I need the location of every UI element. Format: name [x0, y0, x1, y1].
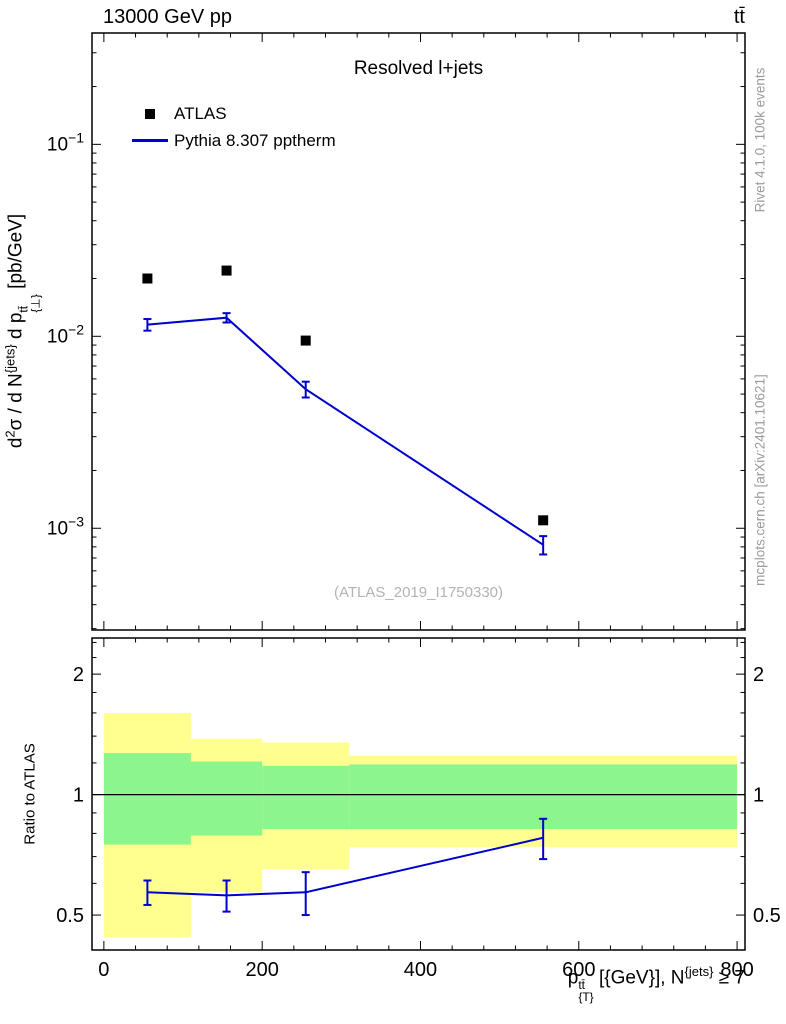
y-tick-label: 10−2 — [47, 321, 84, 347]
pythia-line-marker-icon — [132, 139, 168, 142]
ratio-axis-label: Ratio to ATLAS — [21, 743, 39, 845]
ylabel-sup: 2 — [2, 430, 18, 438]
ylabel-sup: {jets} — [2, 344, 18, 374]
y-axis-label: d2σ / d N{jets} d p tt̄ {⊥} [pb/GeV] — [2, 213, 43, 449]
ylabel-part: d p — [5, 312, 27, 345]
pythia-series — [143, 312, 548, 556]
xlabel-sup: {jets} — [684, 964, 714, 979]
legend-item-atlas: ATLAS — [126, 100, 336, 127]
x-tick-label: 600 — [562, 959, 595, 981]
atlas-point — [538, 515, 549, 526]
header-process: tt̄ — [733, 6, 745, 28]
main-panel-frame — [91, 32, 746, 631]
legend-marker-cell — [126, 108, 174, 119]
tick-labels: 0 200 400 600 800 10−1 10−2 10−3 0.5 0.5 1 1 2 2 — [47, 129, 781, 981]
tick-marks — [92, 33, 745, 950]
legend-marker-cell — [126, 139, 174, 142]
ratio-tick-label-right: 1 — [753, 785, 764, 807]
ylabel-sub: {⊥} — [28, 294, 43, 313]
atlas-point — [221, 265, 232, 276]
plot-title: Resolved l+jets — [353, 58, 484, 79]
atlas-series — [142, 265, 549, 526]
ratio-uncertainty-bands — [103, 712, 738, 938]
legend-item-pythia: Pythia 8.307 pptherm — [126, 127, 336, 154]
y-tick-label: 10−3 — [47, 513, 84, 539]
atlas-point — [142, 273, 153, 284]
ratio-panel-frame — [91, 637, 746, 951]
x-tick-label: 200 — [245, 959, 278, 981]
mcplots-reference-label: mcplots.cern.ch [arXiv:2401.10621] — [752, 374, 768, 586]
analysis-watermark: (ATLAS_2019_I1750330) — [333, 584, 503, 601]
ratio-line — [147, 836, 544, 897]
xlabel-sub: {T} — [578, 990, 594, 1005]
ratio-tick-label-left: 0.5 — [56, 905, 84, 927]
rivet-version-label: Rivet 4.1.0, 100k events — [752, 67, 768, 213]
xlabel-part: p — [567, 967, 579, 989]
x-tick-label: 400 — [404, 959, 437, 981]
ratio-tick-label-right: 0.5 — [753, 905, 781, 927]
xlabel-sup: tt̄ — [578, 978, 585, 993]
legend-label-pythia: Pythia 8.307 pptherm — [174, 130, 336, 150]
header-beam-energy: 13000 GeV pp — [103, 6, 232, 28]
ylabel-part: d — [5, 437, 27, 449]
axes-frames — [91, 32, 746, 951]
ratio-tick-label-left: 1 — [73, 785, 84, 807]
x-axis-label: p tt̄ {T} [{GeV}], N{jets} ≥ 7 — [568, 964, 745, 1003]
ylabel-subsup-stack: tt̄ {⊥} — [17, 294, 43, 313]
atlas-point — [300, 335, 311, 346]
pythia-line — [147, 316, 544, 546]
y-tick-label: 10−1 — [47, 129, 84, 155]
ratio-tick-label-left: 2 — [73, 664, 84, 686]
green-band — [262, 765, 350, 830]
ratio-series — [143, 817, 548, 917]
ylabel-part: [pb/GeV] — [5, 213, 27, 295]
green-band — [103, 753, 191, 845]
xlabel-part: [{GeV}], N — [593, 967, 685, 989]
ratio-tick-label-right: 2 — [753, 664, 764, 686]
xlabel-subsup-stack: tt̄ {T} — [578, 979, 593, 1003]
legend: ATLAS Pythia 8.307 pptherm — [126, 100, 336, 154]
legend-label-atlas: ATLAS — [174, 103, 227, 123]
ylabel-part: σ / d N — [5, 373, 27, 431]
x-tick-label: 800 — [720, 959, 753, 981]
atlas-square-marker-icon — [145, 108, 155, 119]
x-tick-label: 0 — [98, 959, 109, 981]
xlabel-part: ≥ 7 — [713, 967, 745, 989]
green-band — [190, 761, 263, 836]
